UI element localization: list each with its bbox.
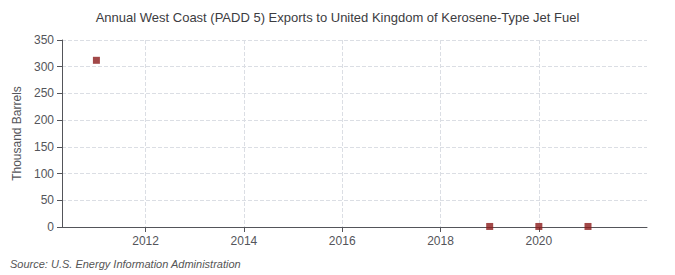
- svg-text:50: 50: [41, 193, 55, 207]
- svg-text:300: 300: [34, 60, 54, 74]
- svg-text:2016: 2016: [329, 234, 356, 248]
- svg-text:200: 200: [34, 113, 54, 127]
- svg-text:100: 100: [34, 167, 54, 181]
- svg-text:2020: 2020: [525, 234, 552, 248]
- svg-text:350: 350: [34, 33, 54, 47]
- svg-text:0: 0: [47, 220, 54, 234]
- svg-text:2012: 2012: [132, 234, 159, 248]
- svg-text:250: 250: [34, 86, 54, 100]
- svg-text:150: 150: [34, 140, 54, 154]
- svg-text:Thousand Barrels: Thousand Barrels: [10, 86, 24, 181]
- svg-text:Source: U.S. Energy Informatio: Source: U.S. Energy Information Administ…: [10, 258, 241, 270]
- svg-text:Annual West Coast (PADD 5) Exp: Annual West Coast (PADD 5) Exports to Un…: [96, 10, 580, 25]
- svg-text:2014: 2014: [231, 234, 258, 248]
- svg-text:2018: 2018: [427, 234, 454, 248]
